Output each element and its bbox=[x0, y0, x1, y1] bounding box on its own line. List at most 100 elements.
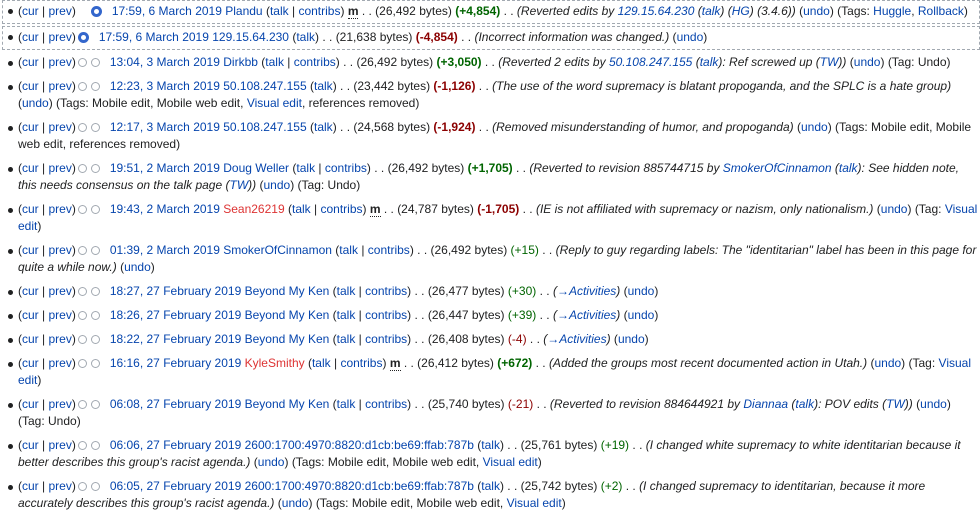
user-talk-link[interactable]: talk bbox=[296, 161, 316, 175]
prev-link[interactable]: prev bbox=[48, 202, 72, 216]
user-talk-link[interactable]: talk bbox=[265, 55, 284, 69]
compare-new-radio[interactable] bbox=[90, 205, 100, 214]
prev-link[interactable]: prev bbox=[48, 479, 72, 493]
compare-new-radio[interactable] bbox=[90, 311, 100, 320]
hg-link[interactable]: HG bbox=[731, 4, 750, 18]
compare-new-radio[interactable] bbox=[90, 123, 100, 132]
user-link[interactable]: 2600:1700:4970:8820:d1cb:be69:ffab:787b bbox=[244, 438, 474, 452]
rollback-tag-link[interactable]: Rollback bbox=[917, 4, 964, 18]
user-link[interactable]: Beyond My Ken bbox=[244, 308, 330, 322]
revision-timestamp-link[interactable]: 17:59, 6 March 2019 bbox=[98, 30, 209, 44]
compare-old-radio[interactable] bbox=[77, 359, 87, 368]
cur-link[interactable]: cur bbox=[22, 120, 39, 134]
compare-new-radio[interactable] bbox=[90, 164, 100, 173]
revision-timestamp-link[interactable]: 18:27, 27 February 2019 bbox=[109, 284, 242, 298]
cur-link[interactable]: cur bbox=[22, 332, 39, 346]
tw-link[interactable]: TW bbox=[886, 397, 905, 411]
tw-link[interactable]: TW bbox=[819, 55, 839, 69]
user-contribs-link[interactable]: contribs bbox=[298, 4, 341, 18]
user-talk-link[interactable]: talk bbox=[311, 356, 331, 370]
user-talk-link[interactable]: talk bbox=[291, 202, 311, 216]
compare-old-radio[interactable] bbox=[77, 441, 87, 450]
user-link[interactable]: 129.15.64.230 bbox=[212, 30, 289, 44]
user-talk-link[interactable]: talk bbox=[296, 30, 316, 44]
visual-edit-tag-link[interactable]: Visual edit bbox=[18, 202, 978, 233]
huggle-tag-link[interactable]: Huggle bbox=[873, 4, 912, 18]
prev-link[interactable]: prev bbox=[48, 397, 72, 411]
cur-link[interactable]: cur bbox=[22, 438, 39, 452]
50-108-247-155-link[interactable]: 50.108.247.155 bbox=[608, 55, 693, 69]
user-link[interactable]: 2600:1700:4970:8820:d1cb:be69:ffab:787b bbox=[244, 479, 474, 493]
compare-old-radio[interactable] bbox=[77, 311, 87, 320]
compare-old-radio[interactable] bbox=[77, 82, 87, 91]
activities-link[interactable]: →Activities bbox=[547, 332, 607, 346]
prev-link[interactable]: prev bbox=[48, 4, 72, 18]
prev-link[interactable]: prev bbox=[48, 55, 72, 69]
cur-link[interactable]: cur bbox=[22, 397, 39, 411]
undo-link[interactable]: undo bbox=[22, 96, 49, 110]
undo-link[interactable]: undo bbox=[263, 178, 291, 192]
user-talk-link[interactable]: talk bbox=[314, 79, 333, 93]
prev-link[interactable]: prev bbox=[48, 120, 72, 134]
user-link[interactable]: SmokerOfCinnamon bbox=[223, 243, 332, 257]
prev-link[interactable]: prev bbox=[48, 332, 72, 346]
compare-new-radio[interactable] bbox=[90, 400, 100, 409]
visual-edit-tag-link[interactable]: Visual edit bbox=[506, 496, 562, 510]
cur-link[interactable]: cur bbox=[22, 161, 39, 175]
compare-new-radio[interactable] bbox=[90, 482, 100, 491]
cur-link[interactable]: cur bbox=[22, 356, 39, 370]
talk-link[interactable]: talk bbox=[795, 397, 815, 411]
talk-link[interactable]: talk bbox=[699, 55, 719, 69]
user-talk-link[interactable]: talk bbox=[336, 397, 356, 411]
user-link[interactable]: Dirkbb bbox=[223, 55, 258, 69]
visual-edit-tag-link[interactable]: Visual edit bbox=[482, 455, 538, 469]
user-talk-link[interactable]: talk bbox=[481, 479, 500, 493]
revision-timestamp-link[interactable]: 13:04, 3 March 2019 bbox=[109, 55, 220, 69]
undo-link[interactable]: undo bbox=[880, 202, 908, 216]
undo-link[interactable]: undo bbox=[874, 356, 902, 370]
revision-timestamp-link[interactable]: 06:08, 27 February 2019 bbox=[109, 397, 242, 411]
prev-link[interactable]: prev bbox=[48, 243, 72, 257]
user-talk-link[interactable]: talk bbox=[336, 284, 356, 298]
prev-link[interactable]: prev bbox=[48, 284, 72, 298]
compare-old-radio[interactable] bbox=[77, 205, 87, 214]
cur-link[interactable]: cur bbox=[22, 79, 39, 93]
user-talk-link[interactable]: talk bbox=[336, 308, 356, 322]
cur-link[interactable]: cur bbox=[22, 284, 39, 298]
compare-old-radio[interactable] bbox=[77, 246, 87, 255]
revision-timestamp-link[interactable]: 12:17, 3 March 2019 bbox=[109, 120, 220, 134]
user-contribs-link[interactable]: contribs bbox=[365, 284, 408, 298]
revision-timestamp-link[interactable]: 06:05, 27 February 2019 bbox=[109, 479, 242, 493]
compare-old-radio[interactable] bbox=[77, 482, 87, 491]
user-link[interactable]: 50.108.247.155 bbox=[223, 120, 307, 134]
prev-link[interactable]: prev bbox=[48, 79, 72, 93]
cur-link[interactable]: cur bbox=[22, 55, 39, 69]
prev-link[interactable]: prev bbox=[48, 161, 72, 175]
revision-timestamp-link[interactable]: 16:16, 27 February 2019 bbox=[109, 356, 242, 370]
talk-link[interactable]: talk bbox=[838, 161, 858, 175]
revision-timestamp-link[interactable]: 19:51, 2 March 2019 bbox=[109, 161, 220, 175]
compare-new-radio[interactable] bbox=[90, 287, 100, 296]
prev-link[interactable]: prev bbox=[48, 356, 72, 370]
prev-link[interactable]: prev bbox=[48, 30, 72, 44]
user-contribs-link[interactable]: contribs bbox=[320, 202, 363, 216]
user-talk-link[interactable]: talk bbox=[314, 120, 333, 134]
user-contribs-link[interactable]: contribs bbox=[367, 243, 410, 257]
revision-timestamp-link[interactable]: 18:22, 27 February 2019 bbox=[109, 332, 242, 346]
undo-link[interactable]: undo bbox=[676, 30, 704, 44]
talk-link[interactable]: talk bbox=[701, 4, 721, 18]
compare-new-radio[interactable] bbox=[90, 441, 100, 450]
user-link[interactable]: Sean26219 bbox=[223, 202, 285, 216]
activities-link[interactable]: →Activities bbox=[556, 308, 617, 322]
cur-link[interactable]: cur bbox=[22, 202, 39, 216]
revision-timestamp-link[interactable]: 18:26, 27 February 2019 bbox=[109, 308, 242, 322]
cur-link[interactable]: cur bbox=[22, 30, 39, 44]
compare-new-radio[interactable] bbox=[90, 82, 100, 91]
revision-timestamp-link[interactable]: 12:23, 3 March 2019 bbox=[109, 79, 220, 93]
diannaa-link[interactable]: Diannaa bbox=[743, 397, 789, 411]
revision-timestamp-link[interactable]: 17:59, 6 March 2019 bbox=[111, 4, 222, 18]
compare-old-radio[interactable] bbox=[77, 164, 87, 173]
revision-timestamp-link[interactable]: 19:43, 2 March 2019 bbox=[109, 202, 220, 216]
cur-link[interactable]: cur bbox=[22, 4, 39, 18]
tw-link[interactable]: TW bbox=[229, 178, 249, 192]
